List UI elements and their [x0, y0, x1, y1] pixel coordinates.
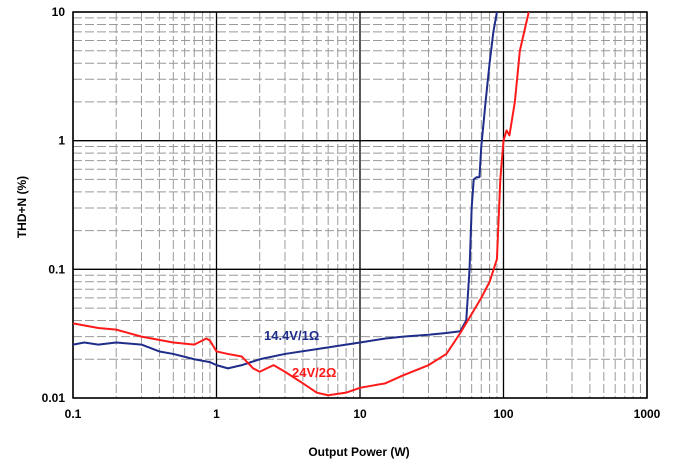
- grid: [72, 11, 648, 399]
- series-label-red: 24V/2Ω: [292, 365, 336, 380]
- y-tick-label: 0.01: [42, 391, 66, 405]
- series-line-red: [73, 12, 530, 397]
- x-tick-label: 100: [493, 407, 513, 421]
- x-tick-label: 1000: [634, 407, 661, 421]
- x-axis-label: Output Power (W): [308, 445, 409, 459]
- y-tick-label: 0.1: [48, 262, 65, 276]
- series-lines: [73, 12, 530, 397]
- series-label-blue: 14.4V/1Ω: [264, 328, 319, 343]
- tick-labels: 0.1 1 10 100 1000 0.01 0.1 1 10: [42, 5, 661, 421]
- plot-frame: [72, 11, 648, 399]
- series-line-blue: [73, 12, 498, 370]
- x-tick-label: 0.1: [65, 407, 82, 421]
- y-tick-label: 1: [58, 134, 65, 148]
- y-axis-label: THD+N (%): [15, 176, 29, 238]
- y-tick-label: 10: [52, 5, 66, 19]
- x-tick-label: 10: [353, 407, 367, 421]
- x-tick-label: 1: [213, 407, 220, 421]
